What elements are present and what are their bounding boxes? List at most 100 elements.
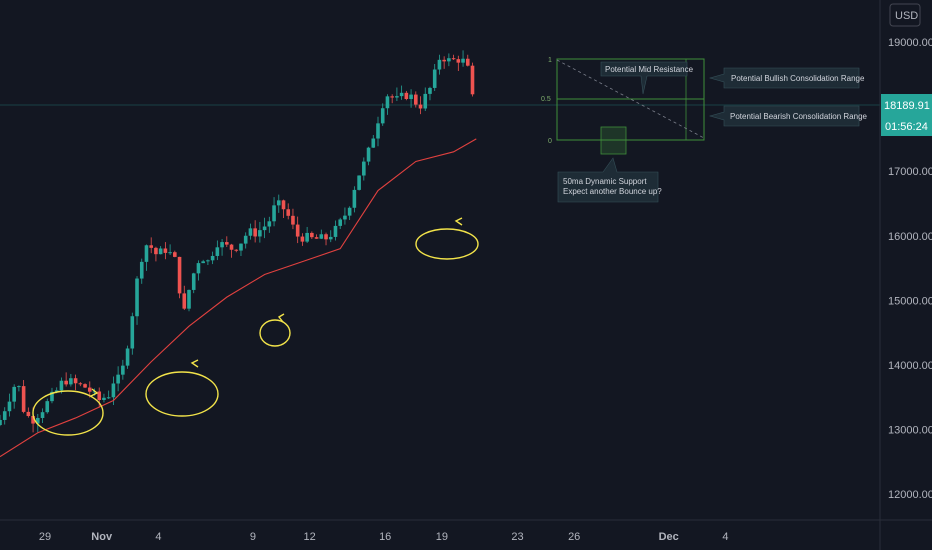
y-tick-label: 13000.00 [888,425,932,437]
candle [390,94,394,104]
candle [168,244,172,255]
candle [470,62,475,97]
candle [300,233,305,246]
ma-50-line [0,138,477,458]
candles [0,50,475,433]
candle [267,216,272,233]
candle [0,414,2,427]
candle [40,408,45,423]
candle [21,380,26,414]
candle [314,234,319,239]
candle-countdown: 01:56:24 [885,121,928,133]
candle [36,413,40,433]
x-tick-label: 4 [155,531,161,543]
candle [352,186,357,213]
callout-support-line2: Expect another Bounce up? [563,187,662,196]
candle [26,407,31,418]
candle [50,387,54,404]
candle [437,54,442,75]
candle [286,203,291,220]
candle [343,207,347,225]
current-price-tag: 18189.91 01:56:24 [881,94,932,136]
candle [338,217,342,230]
candle [135,276,139,325]
candle [310,231,314,239]
candle [87,381,92,398]
candle [385,94,390,115]
candle [442,56,446,69]
x-tick-label: 26 [568,531,580,543]
callout-mid-resistance-text: Potential Mid Resistance [605,65,694,74]
x-tick-label: 29 [39,531,51,543]
currency-selector[interactable]: USD [889,3,921,27]
x-tick-label: Nov [91,531,113,543]
bounce-arrow-2 [190,359,199,368]
current-price: 18189.91 [884,100,930,112]
candle [319,229,324,240]
callout-mid-resistance[interactable]: Potential Mid Resistance [600,61,694,95]
candle [191,272,196,294]
candle [295,216,300,244]
callout-bearish-range-text: Potential Bearish Consolidation Range [730,112,868,121]
candle [357,175,361,191]
bounce-arrow-4 [454,217,463,226]
candle [432,64,437,91]
y-axis-labels: 19000.00 17000.00 16000.00 15000.00 14000.00… [888,37,932,501]
y-tick-label: 19000.00 [888,37,932,49]
candle [414,91,418,108]
candle [154,246,158,262]
candle [404,90,409,101]
bounce-arrow-1 [90,388,99,397]
candle [276,194,281,213]
candle [428,86,432,101]
x-tick-label: 23 [511,531,523,543]
candle [121,359,125,380]
callout-dynamic-support[interactable]: 50ma Dynamic Support Expect another Boun… [557,157,662,203]
candle [234,249,239,253]
candle [465,54,470,67]
y-tick-label: 15000.00 [888,295,932,307]
candle [17,385,21,392]
candle [418,96,423,115]
callout-bearish-range[interactable]: Potential Bearish Consolidation Range [708,105,868,127]
candle [201,259,205,264]
highlight-circle-2 [145,371,219,417]
candle [324,232,328,246]
fib-label-0: 0 [548,138,552,145]
fib-retracement: 1 0.5 0 [541,57,705,155]
x-tick-label: 4 [722,531,728,543]
candle [395,87,399,101]
candle [83,383,87,388]
candle [116,366,120,392]
candle [243,232,248,249]
callout-support-line1: 50ma Dynamic Support [563,177,647,186]
candle [158,246,163,255]
candle [210,251,215,265]
candle [347,206,352,221]
candle [163,242,168,260]
bounce-arrow-3 [277,313,285,323]
x-tick-label: 19 [436,531,448,543]
candle [64,372,68,387]
x-tick-label: 9 [250,531,256,543]
highlight-circle-3 [259,319,291,347]
callout-bullish-range[interactable]: Potential Bullish Consolidation Range [708,67,865,89]
candle [423,87,428,111]
candle [69,373,73,387]
candle [305,226,309,244]
x-tick-label: Dec [659,531,679,543]
fib-label-1: 1 [548,57,552,64]
candle [125,345,130,369]
candle [262,217,267,239]
support-zone-box [600,126,627,155]
candle [73,374,78,391]
y-tick-label: 14000.00 [888,360,932,372]
candle [380,103,385,126]
candle [7,393,12,417]
candle [12,384,16,409]
candle [456,55,461,71]
candle [376,116,380,147]
highlight-marks [32,217,479,436]
candle [173,250,177,258]
